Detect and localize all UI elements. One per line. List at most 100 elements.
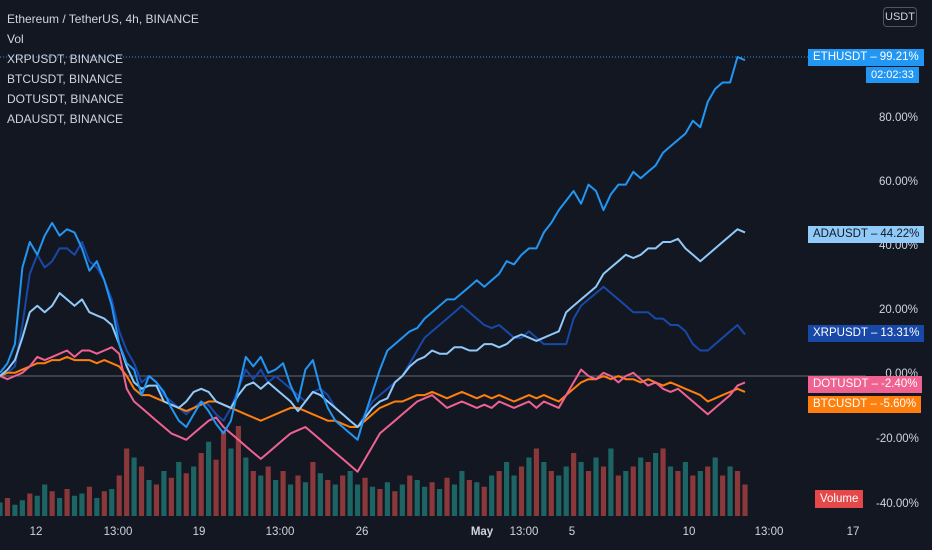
volume-bar: [578, 462, 584, 516]
series-lines: [0, 56, 746, 473]
eth-countdown: 02:02:33: [866, 67, 919, 83]
symbol-title[interactable]: Ethereum / TetherUS, 4h, BINANCE: [7, 12, 199, 26]
volume-bar: [206, 441, 212, 516]
volume-bar: [4, 498, 11, 516]
x-tick-label: 13:00: [265, 526, 295, 538]
volume-bar: [690, 475, 696, 516]
volume-bar: [451, 484, 458, 516]
y-tick-label: 60.00%: [878, 176, 918, 188]
volume-bar: [49, 491, 55, 516]
badge-dot-name: DOTUSDT: [813, 378, 869, 390]
volume-bar: [675, 471, 681, 516]
volume-bar: [399, 484, 405, 516]
badge-btc: BTCUSDT – -5.60%: [808, 396, 922, 413]
volume-bar: [0, 502, 3, 516]
volume-bar: [727, 466, 733, 516]
x-tick-label: 13:00: [754, 526, 784, 538]
volume-label: Volume: [815, 490, 864, 508]
badge-btc-name: BTCUSDT: [813, 398, 868, 410]
volume-bar: [585, 471, 592, 516]
volume-bar: [600, 466, 607, 516]
volume-bar: [474, 482, 480, 516]
volume-bar: [124, 448, 130, 516]
volume-bar: [116, 475, 122, 516]
volume-bar: [161, 471, 167, 516]
volume-bar: [615, 475, 621, 516]
volume-bar: [422, 486, 428, 516]
x-tick-label: May: [470, 526, 494, 538]
volume-bar: [64, 489, 70, 516]
chart-legend: Ethereum / TetherUS, 4h, BINANCE Vol XRP…: [7, 9, 199, 129]
volume-bar: [429, 482, 435, 516]
compare-symbol-btc[interactable]: BTCUSDT, BINANCE: [7, 72, 123, 86]
volume-bar: [258, 475, 264, 516]
volume-bar: [146, 480, 152, 516]
currency-button[interactable]: USDT: [883, 7, 917, 27]
x-tick-label: 12: [29, 526, 43, 538]
compare-symbol-dot[interactable]: DOTUSDT, BINANCE: [7, 92, 124, 106]
volume-bar: [12, 504, 18, 516]
indicator-vol[interactable]: Vol: [7, 32, 24, 46]
volume-bar: [392, 491, 398, 516]
volume-bar: [407, 475, 413, 516]
volume-bar: [645, 462, 651, 516]
volume-bar: [362, 477, 368, 516]
volume-bar: [511, 475, 517, 516]
badge-ada-value: 44.22%: [880, 228, 920, 240]
y-tick-label: 80.00%: [878, 112, 918, 124]
y-tick-label: -40.00%: [876, 498, 919, 510]
x-tick-label: 5: [568, 526, 576, 538]
volume-bar: [369, 486, 376, 516]
volume-bar: [377, 489, 383, 516]
volume-bar: [496, 471, 502, 516]
volume-bar: [273, 480, 279, 516]
volume-bar: [347, 471, 353, 516]
series-line-ethusdt: [0, 56, 746, 441]
volume-bar: [340, 475, 346, 516]
y-tick-label: 20.00%: [878, 304, 918, 316]
volume-bar: [280, 471, 286, 516]
volume-bar: [623, 471, 629, 516]
badge-eth-name: ETHUSDT: [813, 51, 868, 63]
badge-eth-value: 99.21%: [879, 51, 919, 63]
volume-bar: [250, 471, 256, 516]
volume-bar: [533, 448, 539, 516]
badge-btc-value: -5.60%: [879, 398, 917, 410]
volume-bar: [436, 489, 443, 516]
compare-symbol-ada[interactable]: ADAUSDT, BINANCE: [7, 112, 124, 126]
volume-bar: [705, 466, 711, 516]
volume-bar: [653, 453, 659, 516]
volume-bar: [57, 498, 63, 516]
volume-bar: [19, 500, 25, 516]
volume-bar: [556, 475, 562, 516]
volume-bar: [630, 466, 636, 516]
x-tick-label: 19: [192, 526, 206, 538]
volume-bar: [466, 480, 472, 516]
badge-xrp-value: 13.31%: [880, 327, 920, 339]
volume-bar: [287, 484, 294, 516]
badge-dot-value: -2.40%: [881, 378, 918, 390]
x-tick-label: 13:00: [509, 526, 539, 538]
badge-xrp-name: XRPUSDT: [813, 327, 868, 339]
volume-bar: [414, 480, 420, 516]
volume-bar: [138, 466, 145, 516]
compare-symbol-xrp[interactable]: XRPUSDT, BINANCE: [7, 52, 124, 66]
volume-bar: [183, 473, 189, 516]
volume-bar: [541, 462, 547, 516]
volume-bar: [489, 475, 495, 516]
volume-bar: [504, 462, 510, 516]
volume-bar: [317, 473, 323, 516]
volume-bar: [697, 471, 703, 516]
volume-bar: [660, 448, 666, 516]
volume-bar: [94, 498, 100, 516]
volume-bars: [0, 426, 748, 516]
badge-ada-name: ADAUSDT: [813, 228, 868, 240]
volume-bar: [548, 471, 554, 516]
volume-bar: [332, 484, 338, 516]
volume-bar: [720, 475, 726, 516]
badge-eth: ETHUSDT –99.21%: [808, 49, 924, 66]
volume-bar: [682, 462, 688, 516]
volume-bar: [34, 495, 40, 516]
volume-bar: [79, 493, 85, 516]
